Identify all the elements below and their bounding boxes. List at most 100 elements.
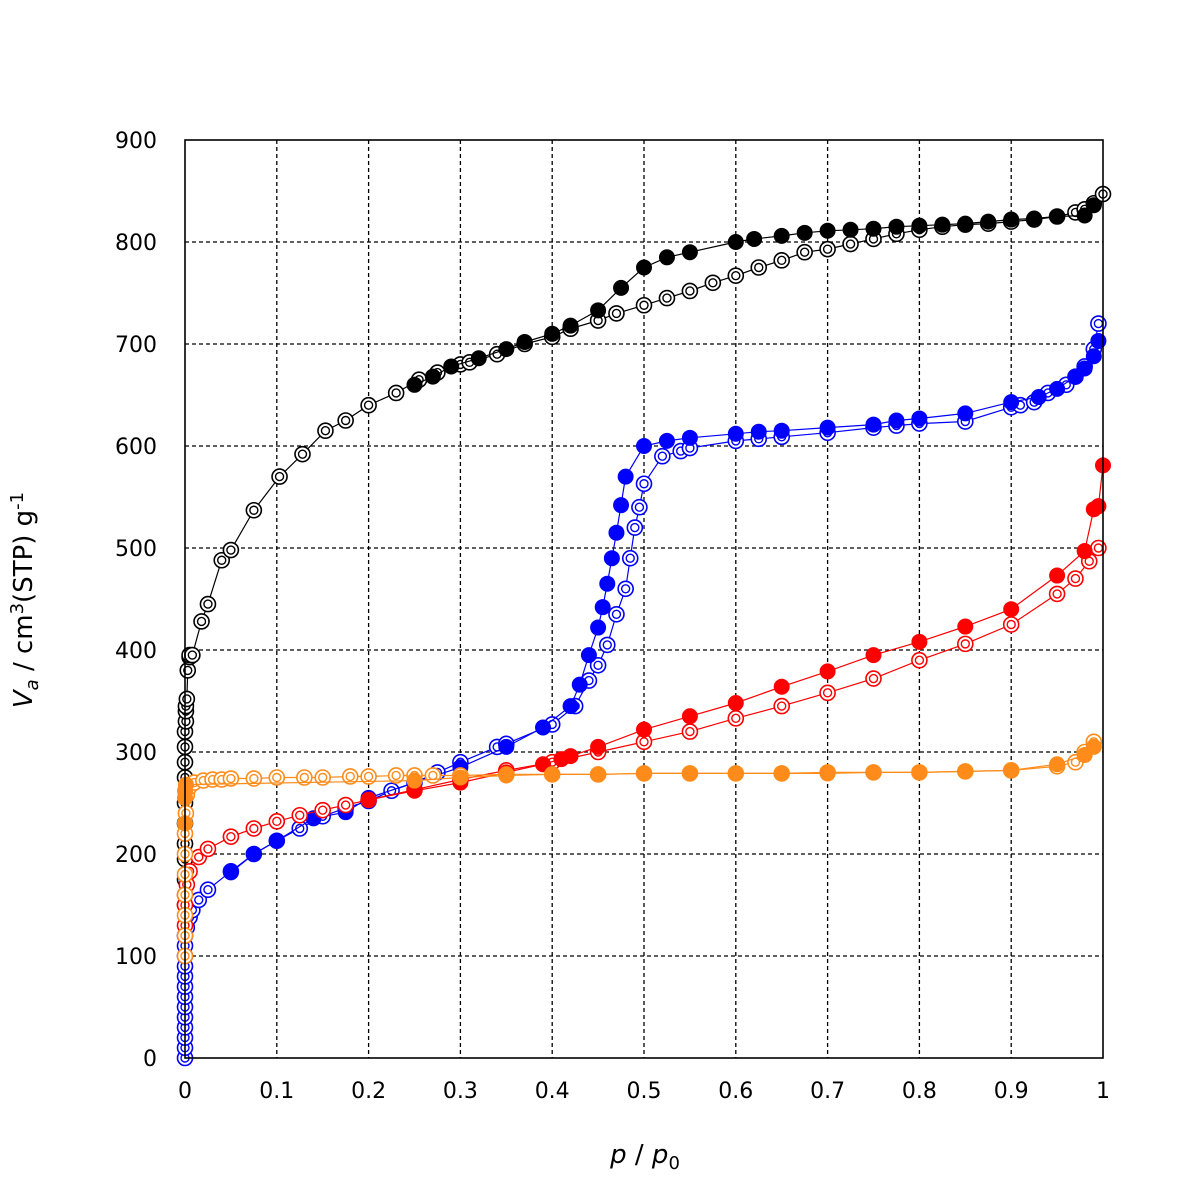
data-point xyxy=(268,813,286,830)
data-point xyxy=(178,690,196,708)
marker-inner-ring xyxy=(363,771,374,782)
data-point xyxy=(268,769,286,786)
marker-outer-ring xyxy=(727,267,745,284)
marker-inner-ring xyxy=(662,293,672,303)
marker-outer-ring xyxy=(213,551,231,569)
data-point xyxy=(1076,543,1093,560)
marker-outer-ring xyxy=(654,447,671,465)
marker-outer-ring xyxy=(1048,585,1066,603)
marker-inner-ring xyxy=(799,247,810,257)
data-point xyxy=(980,213,997,230)
data-point xyxy=(613,497,630,514)
y-tick-label: 800 xyxy=(115,231,157,256)
marker-outer-ring xyxy=(296,769,313,786)
marker-outer-ring xyxy=(314,801,332,819)
data-point xyxy=(1090,315,1107,332)
data-point xyxy=(608,605,625,623)
data-point xyxy=(535,719,552,736)
marker-outer-ring xyxy=(773,252,791,269)
data-point xyxy=(1049,756,1066,773)
y-tick-labels: 0 100 200 300 400 500 600 700 800 900 xyxy=(115,129,157,1072)
x-tick-label: 1 xyxy=(1096,1079,1110,1104)
data-point xyxy=(424,767,442,784)
data-point xyxy=(294,445,311,463)
data-point xyxy=(360,396,377,414)
marker-inner-ring xyxy=(639,737,649,747)
marker-outer-ring xyxy=(341,768,359,785)
marker-inner-ring xyxy=(272,772,282,783)
marker-inner-ring xyxy=(630,522,640,533)
marker-outer-ring xyxy=(635,475,653,493)
data-point xyxy=(199,881,217,899)
series-4 xyxy=(176,539,1107,934)
marker-outer-ring xyxy=(1090,315,1107,332)
marker-outer-ring xyxy=(796,243,813,261)
marker-inner-ring xyxy=(249,505,259,515)
series-line xyxy=(368,465,1104,801)
data-point xyxy=(934,216,951,233)
x-tick-label: 0.9 xyxy=(994,1079,1029,1104)
marker-inner-ring xyxy=(183,665,193,676)
data-point xyxy=(589,656,607,674)
marker-inner-ring xyxy=(685,726,695,737)
data-point xyxy=(603,550,620,567)
data-point xyxy=(626,519,644,536)
marker-outer-ring xyxy=(617,580,634,598)
marker-outer-ring xyxy=(750,259,768,276)
data-point xyxy=(773,422,790,439)
marker-outer-ring xyxy=(294,445,311,463)
data-point xyxy=(819,240,836,258)
data-point xyxy=(1049,380,1066,397)
data-point xyxy=(957,405,974,422)
marker-inner-ring xyxy=(196,616,207,627)
data-point xyxy=(1030,389,1047,406)
marker-inner-ring xyxy=(1006,619,1016,630)
marker-outer-ring xyxy=(704,274,722,292)
data-point xyxy=(1090,332,1107,349)
y-tick-label: 900 xyxy=(115,129,157,154)
data-point xyxy=(911,410,928,427)
data-point xyxy=(562,748,579,765)
x-tick-label: 0.2 xyxy=(351,1079,386,1104)
data-point xyxy=(1003,762,1020,779)
data-point xyxy=(608,524,625,541)
series-3 xyxy=(222,332,1107,881)
marker-inner-ring xyxy=(731,270,741,281)
data-point xyxy=(636,259,652,276)
y-tick-label: 200 xyxy=(115,843,157,868)
marker-outer-ring xyxy=(222,770,240,787)
data-point xyxy=(590,619,607,636)
data-point xyxy=(470,350,487,367)
data-point xyxy=(796,243,813,261)
marker-inner-ring xyxy=(345,771,355,782)
data-point xyxy=(773,697,791,715)
marker-outer-ring xyxy=(658,289,676,307)
data-point xyxy=(613,279,630,296)
marker-outer-ring xyxy=(387,384,405,402)
data-point xyxy=(681,723,699,740)
data-point xyxy=(865,764,882,781)
y-tick-label: 100 xyxy=(115,945,157,970)
marker-outer-ring xyxy=(245,820,263,837)
x-tick-label: 0.8 xyxy=(902,1079,937,1104)
marker-outer-ring xyxy=(727,710,745,727)
marker-inner-ring xyxy=(868,673,879,684)
marker-outer-ring xyxy=(178,690,196,708)
marker-outer-ring xyxy=(911,651,928,669)
marker-inner-ring xyxy=(274,471,285,482)
data-point xyxy=(819,684,836,702)
data-point xyxy=(580,647,597,664)
marker-inner-ring xyxy=(822,244,833,254)
data-point xyxy=(911,651,928,669)
marker-outer-ring xyxy=(424,767,442,784)
marker-inner-ring xyxy=(754,262,764,273)
data-point xyxy=(865,220,882,237)
marker-outer-ring xyxy=(317,422,334,440)
data-point xyxy=(314,769,332,786)
data-point xyxy=(222,541,240,559)
marker-inner-ring xyxy=(340,415,351,426)
marker-inner-ring xyxy=(272,816,282,827)
data-point xyxy=(544,766,561,783)
data-point xyxy=(819,419,836,436)
marker-inner-ring xyxy=(187,650,198,660)
